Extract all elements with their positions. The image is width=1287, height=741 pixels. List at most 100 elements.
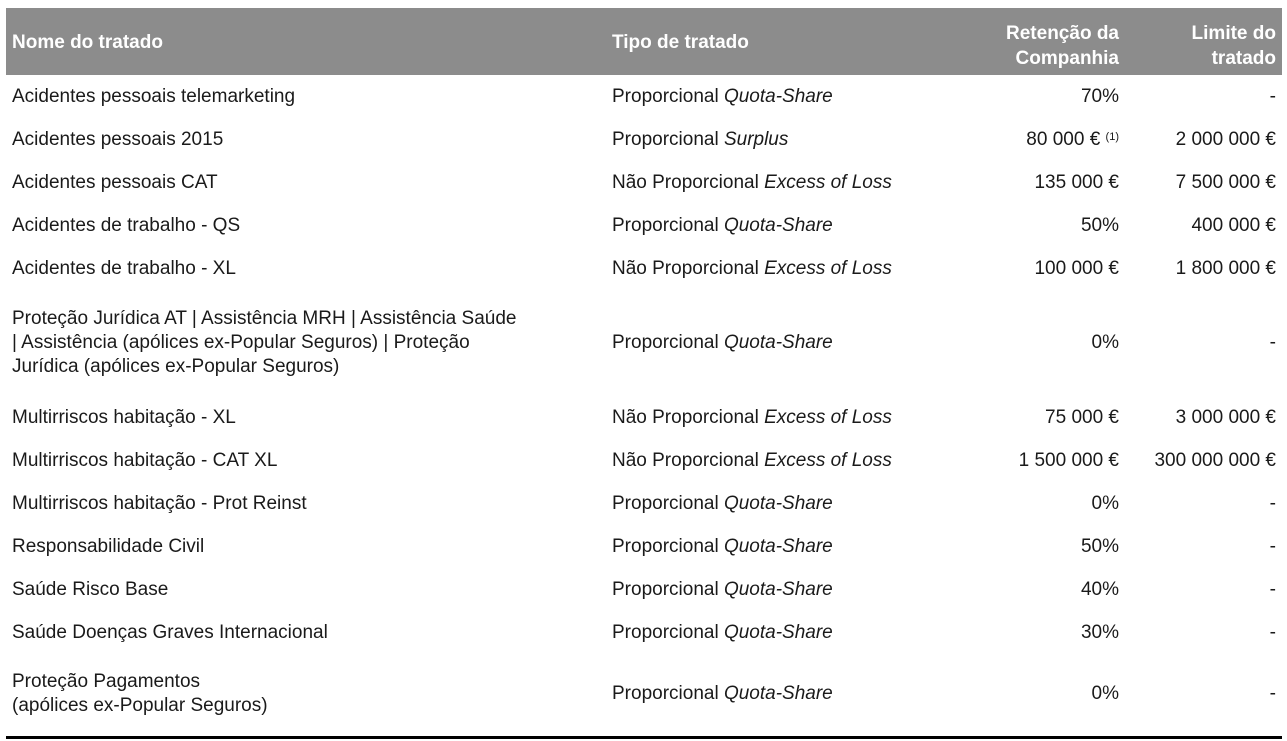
table-row: Acidentes de trabalho - XL Não Proporcion… [6, 247, 1282, 290]
treaty-type-category: Proporcional [612, 85, 719, 107]
cell-treaty-type: Não Proporcional Excess of Loss [606, 161, 940, 204]
cell-treaty-limit: - [1269, 535, 1276, 557]
cell-company-retention: 70% [940, 75, 1125, 118]
cell-treaty-name: Acidentes pessoais CAT [6, 161, 606, 204]
cell-treaty-name: Responsabilidade Civil [6, 525, 606, 568]
treaty-type-form: Excess of Loss [764, 171, 892, 193]
cell-treaty-name: Multirriscos habitação - XL [6, 396, 606, 439]
treaty-name-line: Acidentes de trabalho - XL [12, 257, 236, 279]
cell-treaty-name: Multirriscos habitação - Prot Reinst [6, 482, 606, 525]
cell-treaty-limit: - [1269, 683, 1276, 704]
cell-treaty-type: Não Proporcional Excess of Loss [606, 439, 940, 482]
header-treaty-type: Tipo de tratado [612, 32, 749, 53]
header-treaty-name: Nome do tratado [12, 32, 163, 53]
retention-value: 100 000 € [1034, 257, 1119, 279]
table-row: Acidentes pessoais 2015 Proporcional Surp… [6, 118, 1282, 161]
treaty-name-line: Proteção Pagamentos [12, 671, 201, 692]
treaty-name-line: Acidentes pessoais CAT [12, 171, 218, 193]
retention-value: 75 000 € [1045, 406, 1119, 428]
treaty-type-category: Proporcional [612, 535, 719, 557]
cell-treaty-name: Proteção Pagamentos (apólices ex-Popular … [6, 654, 606, 734]
header-limit-line1: Limite do [1191, 23, 1276, 44]
cell-treaty-limit: 400 000 € [1191, 214, 1276, 236]
retention-value: 80 000 € [1026, 128, 1101, 150]
cell-treaty-limit: - [1269, 332, 1276, 353]
cell-treaty-type: Não Proporcional Excess of Loss [606, 396, 940, 439]
cell-company-retention: 0% [940, 290, 1125, 396]
retention-value: 50% [1080, 535, 1119, 557]
retention-value: 135 000 € [1034, 171, 1119, 193]
reinsurance-treaty-table: Nome do tratado Tipo de tratado Retenção… [6, 8, 1282, 734]
cell-company-retention: 40% [940, 568, 1125, 611]
cell-treaty-type: Proporcional Quota-Share [606, 290, 940, 396]
treaty-type-form: Excess of Loss [764, 449, 892, 471]
table-row: Responsabilidade Civil Proporcional Quota… [6, 525, 1282, 568]
cell-company-retention: 100 000 € [940, 247, 1125, 290]
cell-treaty-limit: 300 000 000 € [1154, 449, 1276, 471]
cell-company-retention: 80 000 € (1) [940, 118, 1125, 161]
cell-treaty-limit: - [1269, 578, 1276, 600]
treaty-name-line: Acidentes de trabalho - QS [12, 214, 241, 236]
cell-treaty-name: Proteção Jurídica AT | Assistência MRH |… [6, 290, 606, 396]
treaty-type-category: Proporcional [612, 332, 719, 353]
treaty-name-line: Multirriscos habitação - XL [12, 406, 236, 428]
cell-treaty-type: Proporcional Quota-Share [606, 611, 940, 654]
table-row: Acidentes pessoais telemarketing Proporci… [6, 75, 1282, 118]
treaty-type-form: Excess of Loss [764, 257, 892, 279]
cell-treaty-name: Saúde Doenças Graves Internacional [6, 611, 606, 654]
table-row: Saúde Risco Base Proporcional Quota-Share… [6, 568, 1282, 611]
cell-treaty-limit: 7 500 000 € [1175, 171, 1276, 193]
cell-company-retention: 1 500 000 € [940, 439, 1125, 482]
cell-company-retention: 0% [940, 482, 1125, 525]
retention-value: 0% [1091, 683, 1119, 704]
table-row: Acidentes pessoais CAT Não Proporcional E… [6, 161, 1282, 204]
treaty-name-line: Saúde Doenças Graves Internacional [12, 621, 328, 643]
treaty-type-form: Quota-Share [723, 85, 833, 107]
cell-company-retention: 0% [940, 654, 1125, 734]
treaty-name-line: | Assistência (apólices ex-Popular Segur… [12, 332, 470, 353]
treaty-name-line: Acidentes pessoais 2015 [12, 128, 224, 150]
treaty-type-form: Quota-Share [723, 535, 833, 557]
table-row: Multirriscos habitação - Prot Reinst Prop… [6, 482, 1282, 525]
cell-treaty-limit: - [1269, 621, 1276, 643]
cell-company-retention: 50% [940, 525, 1125, 568]
cell-treaty-name: Saúde Risco Base [6, 568, 606, 611]
table-row: Multirriscos habitação - XL Não Proporcio… [6, 396, 1282, 439]
header-retention-line1: Retenção da [1006, 23, 1119, 44]
cell-treaty-type: Proporcional Quota-Share [606, 75, 940, 118]
cell-treaty-type: Proporcional Quota-Share [606, 654, 940, 734]
table-body: Acidentes pessoais telemarketing Proporci… [6, 75, 1282, 734]
treaty-type-category: Proporcional [612, 128, 719, 150]
cell-treaty-type: Proporcional Quota-Share [606, 482, 940, 525]
cell-company-retention: 30% [940, 611, 1125, 654]
treaty-name-line: Proteção Jurídica AT | Assistência MRH |… [12, 308, 517, 329]
treaty-type-form: Quota-Share [723, 492, 833, 514]
table-row: Proteção Jurídica AT | Assistência MRH |… [6, 290, 1282, 396]
header-retention-line2: Companhia [1015, 48, 1119, 69]
treaty-type-category: Proporcional [612, 578, 719, 600]
cell-treaty-limit: 3 000 000 € [1175, 406, 1276, 428]
cell-treaty-name: Acidentes pessoais 2015 [6, 118, 606, 161]
cell-company-retention: 75 000 € [940, 396, 1125, 439]
cell-company-retention: 50% [940, 204, 1125, 247]
header-treaty-limit: Limite do tratado [1125, 8, 1282, 75]
treaty-type-category: Não Proporcional [612, 406, 759, 428]
cell-treaty-limit: 1 800 000 € [1175, 257, 1276, 279]
cell-treaty-name: Acidentes de trabalho - XL [6, 247, 606, 290]
cell-treaty-name: Acidentes de trabalho - QS [6, 204, 606, 247]
treaty-type-category: Proporcional [612, 492, 719, 514]
retention-value: 50% [1080, 214, 1119, 236]
header-limit-line2: tratado [1211, 48, 1276, 69]
treaty-name-line: Multirriscos habitação - CAT XL [12, 449, 278, 471]
retention-value: 70% [1080, 85, 1119, 107]
treaty-type-form: Quota-Share [723, 683, 833, 704]
table-header: Nome do tratado Tipo de tratado Retenção… [6, 8, 1282, 75]
treaty-name-line: Multirriscos habitação - Prot Reinst [12, 492, 307, 514]
treaty-type-category: Proporcional [612, 621, 719, 643]
treaty-type-category: Não Proporcional [612, 171, 759, 193]
treaty-name-line: (apólices ex-Popular Seguros) [12, 695, 268, 716]
treaty-type-form: Excess of Loss [764, 406, 892, 428]
cell-treaty-type: Proporcional Surplus [606, 118, 940, 161]
cell-treaty-type: Não Proporcional Excess of Loss [606, 247, 940, 290]
table-row: Saúde Doenças Graves Internacional Propor… [6, 611, 1282, 654]
